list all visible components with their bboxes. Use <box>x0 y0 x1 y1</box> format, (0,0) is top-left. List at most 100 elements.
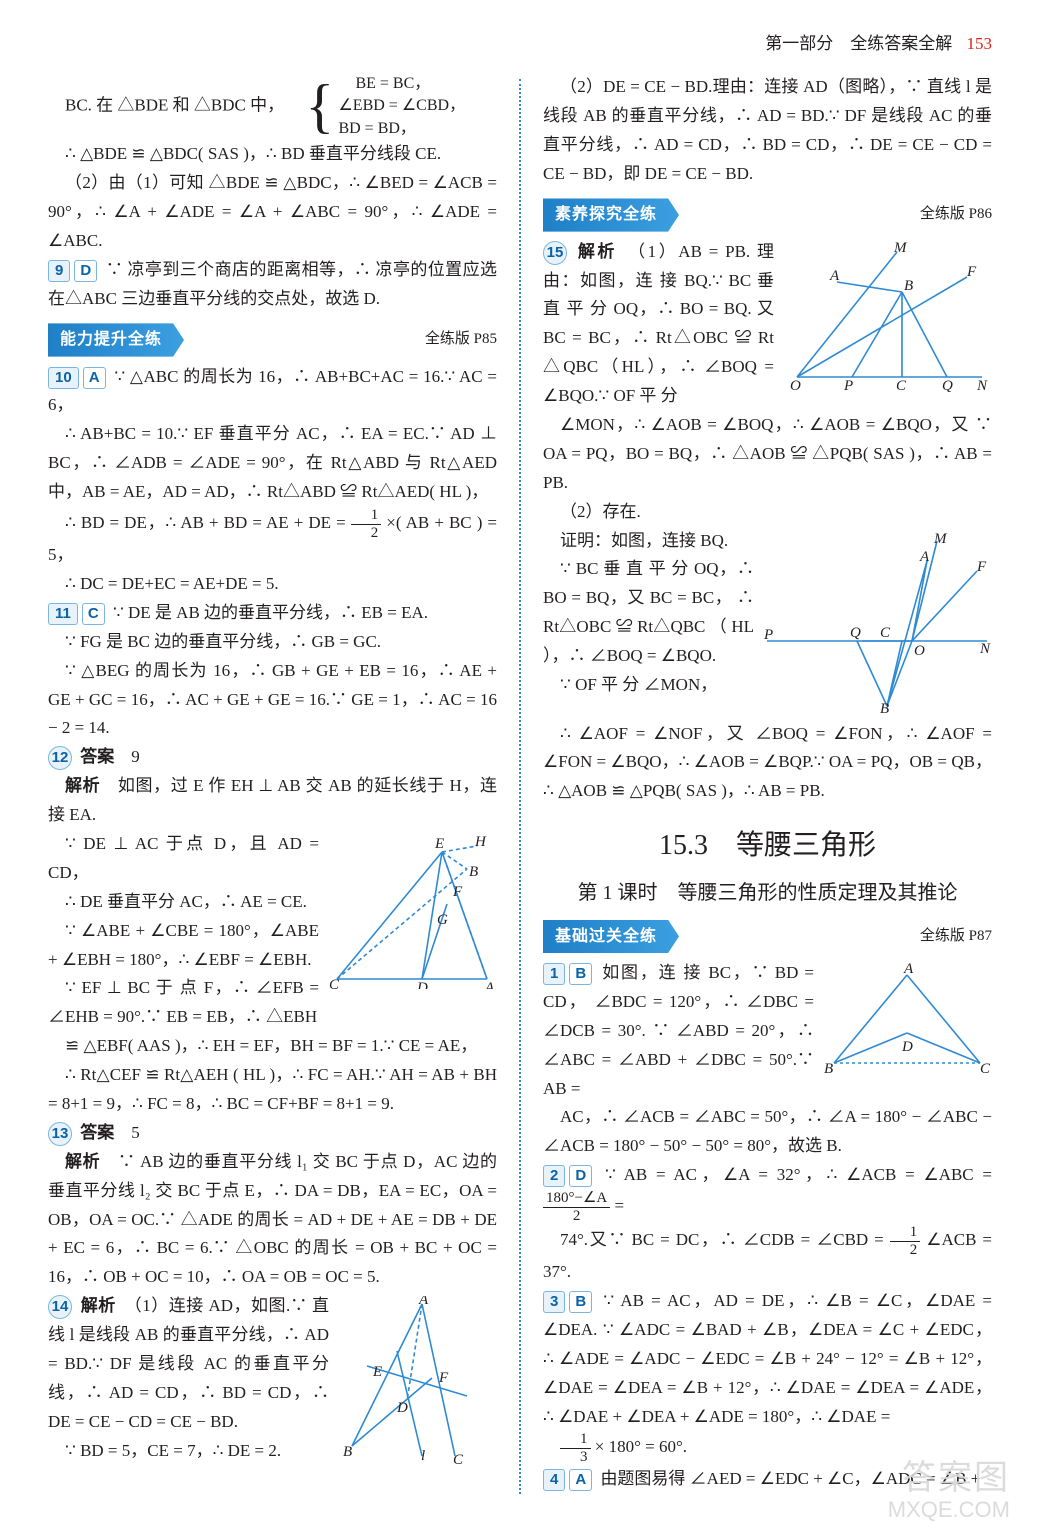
text-line: 74°.又∵ BC = DC，∴ ∠CDB = ∠CBD = 12 ∠ACB =… <box>543 1224 992 1287</box>
text: ∴ BD = DE，∴ AB + BD = AE + DE = <box>65 513 351 532</box>
answer-letter: A <box>83 367 106 389</box>
label: 解析 <box>578 242 617 261</box>
text: BD = BD， <box>338 120 415 137</box>
figure-q15b: M A F P Q C O N B <box>762 531 992 716</box>
text: BE = BC， <box>355 75 430 92</box>
fraction: 12 <box>351 507 382 541</box>
section-title: 素养探究全练 <box>543 198 679 231</box>
question-number: 1 <box>543 963 565 985</box>
svg-text:P: P <box>763 627 773 643</box>
section-title: 基础过关全练 <box>543 920 679 953</box>
svg-text:C: C <box>896 378 907 392</box>
svg-text:C: C <box>453 1452 464 1466</box>
svg-text:D: D <box>416 980 428 989</box>
text-line: BC. 在 △BDE 和 △BDC 中， { BE = BC， ∠EBD = ∠… <box>48 73 497 140</box>
svg-text:B: B <box>343 1444 352 1460</box>
label: 解析 <box>81 1296 116 1315</box>
section-title: 能力提升全练 <box>48 323 184 356</box>
right-column: （2）DE = CE − BD.理由：连接 AD（图略），∵ 直线 l 是线段 … <box>543 73 992 1494</box>
page-header: 第一部分 全练答案全解 153 <box>48 30 992 59</box>
question-number: 14 <box>48 1295 72 1319</box>
left-column: BC. 在 △BDE 和 △BDC 中， { BE = BC， ∠EBD = ∠… <box>48 73 497 1494</box>
q13-analysis: 解析 ∵ AB 边的垂直平分线 l₁ 交 BC 于点 D，AC 边的垂直平分线 … <box>48 1148 497 1292</box>
section-band-research: 素养探究全练 全练版 P86 <box>543 198 992 231</box>
svg-text:l: l <box>421 1448 425 1464</box>
figure-q15a: M A F B O P C Q N <box>782 242 992 392</box>
svg-text:H: H <box>474 834 487 850</box>
question-number: 15 <box>543 241 567 265</box>
svg-text:A: A <box>919 549 930 565</box>
q12-answer: 12 答案 9 <box>48 743 497 772</box>
text-line: ∴ AB+BC = 10.∵ EF 垂直平分 AC，∴ EA = EC.∵ AD… <box>48 420 497 507</box>
brace-content: BE = BC， ∠EBD = ∠CBD， BD = BD， <box>338 73 465 140</box>
label: 解析 <box>65 776 100 795</box>
header-page: 153 <box>967 34 993 53</box>
svg-text:F: F <box>976 559 987 575</box>
question-number: 10 <box>48 367 79 389</box>
page-version: 全练版 P85 <box>425 327 497 353</box>
svg-text:D: D <box>901 1039 913 1055</box>
svg-text:D: D <box>396 1400 408 1416</box>
q11: 11C ∵ DE 是 AB 边的垂直平分线，∴ EB = EA. <box>48 599 497 628</box>
header-part: 第一部分 全练答案全解 <box>765 34 952 53</box>
text-line: ∵ FG 是 BC 边的垂直平分线，∴ GB = GC. <box>48 628 497 657</box>
svg-text:B: B <box>880 701 889 716</box>
figure-ch1: A D B C <box>822 963 992 1078</box>
chapter-name: 等腰三角形 <box>736 830 876 861</box>
fraction: 12 <box>890 1224 921 1258</box>
svg-text:P: P <box>843 378 853 392</box>
text: ∵ AB = AC，∠A = 32°，∴ ∠ACB = ∠ABC = <box>605 1165 992 1184</box>
svg-text:B: B <box>469 864 478 880</box>
text-line: 13 × 180° = 60°. <box>543 1431 992 1465</box>
answer-letter: B <box>569 963 592 985</box>
section-band-basic: 基础过关全练 全练版 P87 <box>543 920 992 953</box>
answer-letter: D <box>569 1165 592 1187</box>
q10: 10A ∵ △ABC 的周长为 16，∴ AB+BC+AC = 16.∵ AC … <box>48 363 497 421</box>
text-line: （2）DE = CE − BD.理由：连接 AD（图略），∵ 直线 l 是线段 … <box>543 73 992 189</box>
figure-q14: A E F D B C l <box>337 1296 497 1466</box>
svg-text:B: B <box>824 1061 833 1077</box>
answer-letter: C <box>82 603 105 625</box>
svg-text:N: N <box>979 641 991 657</box>
text: × 180° = 60°. <box>595 1437 687 1456</box>
svg-text:F: F <box>438 1370 449 1386</box>
svg-text:A: A <box>484 980 495 989</box>
svg-text:B: B <box>904 278 913 294</box>
q3: 3B ∵ AB = AC，AD = DE，∴ ∠B = ∠C，∠DAE = ∠D… <box>543 1287 992 1431</box>
svg-text:Q: Q <box>942 378 953 392</box>
svg-text:F: F <box>966 264 977 280</box>
label: 解析 <box>65 1152 100 1171</box>
figure-q12: E H B F G C D A <box>327 834 497 989</box>
text-line: AC，∴ ∠ACB = ∠ABC = 50°，∴ ∠A = 180° − ∠AB… <box>543 1103 992 1161</box>
svg-text:E: E <box>434 836 444 852</box>
text-line: ∵ △BEG 的周长为 16，∴ GB + GE + EB = 16，∴ AE … <box>48 657 497 744</box>
page-version: 全练版 P87 <box>920 924 992 950</box>
text: = <box>615 1196 625 1215</box>
svg-text:C: C <box>980 1061 991 1077</box>
text-line: ∴ △BDE ≌ △BDC( SAS )，∴ BD 垂直平分线段 CE. <box>48 140 497 169</box>
text-line: ∴ DC = DE+EC = AE+DE = 5. <box>48 570 497 599</box>
text: ∵ AB 边的垂直平分线 l₁ 交 BC 于点 D，AC 边的垂直平分线 l₂ … <box>48 1152 497 1287</box>
q2: 2D ∵ AB = AC，∠A = 32°，∴ ∠ACB = ∠ABC = 18… <box>543 1161 992 1224</box>
label: 答案 <box>80 1123 114 1142</box>
question-number: 4 <box>543 1469 565 1491</box>
svg-text:Q: Q <box>850 625 861 641</box>
q4: 4A 由题图易得 ∠AED = ∠EDC + ∠C，∠ADC = ∠B + <box>543 1465 992 1494</box>
svg-text:N: N <box>976 378 988 392</box>
svg-text:E: E <box>372 1364 382 1380</box>
text: 如图，过 E 作 EH ⊥ AB 交 AB 的延长线于 H，连接 EA. <box>48 776 497 824</box>
text: 5 <box>131 1123 140 1142</box>
answer-letter: A <box>569 1469 592 1491</box>
text: （1）连接 AD，如图.∵ 直线 l 是线段 AB 的垂直平分线，∴ AD = … <box>48 1296 329 1431</box>
chapter-title: 15.3 等腰三角形 <box>543 822 992 870</box>
question-number: 11 <box>48 603 78 625</box>
svg-text:C: C <box>880 625 891 641</box>
answer-letter: B <box>569 1291 592 1313</box>
page-version: 全练版 P86 <box>920 202 992 228</box>
text: ∵ DE 是 AB 边的垂直平分线，∴ EB = EA. <box>113 603 428 622</box>
two-column-layout: BC. 在 △BDE 和 △BDC 中， { BE = BC， ∠EBD = ∠… <box>48 73 992 1494</box>
text: （1）AB = PB. 理 由：如图，连 接 BQ.∵ BC 垂 直 平 分 O… <box>543 242 774 405</box>
svg-text:M: M <box>933 531 948 547</box>
text-line: ∴ ∠AOF = ∠NOF，又 ∠BOQ = ∠FON，∴ ∠AOF = ∠FO… <box>543 720 992 807</box>
svg-text:A: A <box>829 268 840 284</box>
